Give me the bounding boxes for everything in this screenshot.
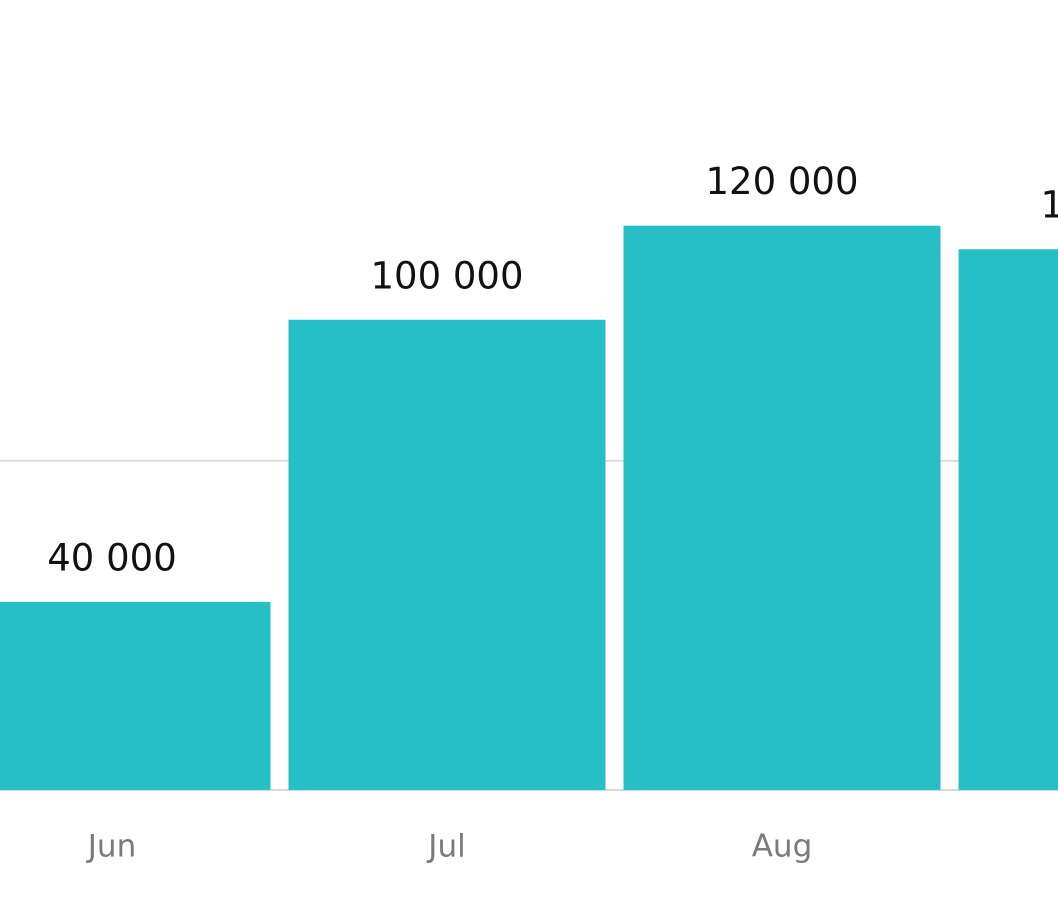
value-label: 115 000: [1040, 184, 1058, 227]
x-tick-label: Jul: [426, 829, 465, 865]
value-label: 100 000: [370, 254, 523, 297]
value-label: 40 000: [47, 536, 176, 579]
x-tick-label: Aug: [752, 829, 813, 865]
bar: [288, 319, 606, 790]
value-label: 120 000: [705, 160, 858, 203]
bar: [623, 225, 941, 790]
bar: [958, 249, 1058, 790]
bar: [0, 601, 271, 790]
x-tick-label: Jun: [86, 829, 136, 865]
